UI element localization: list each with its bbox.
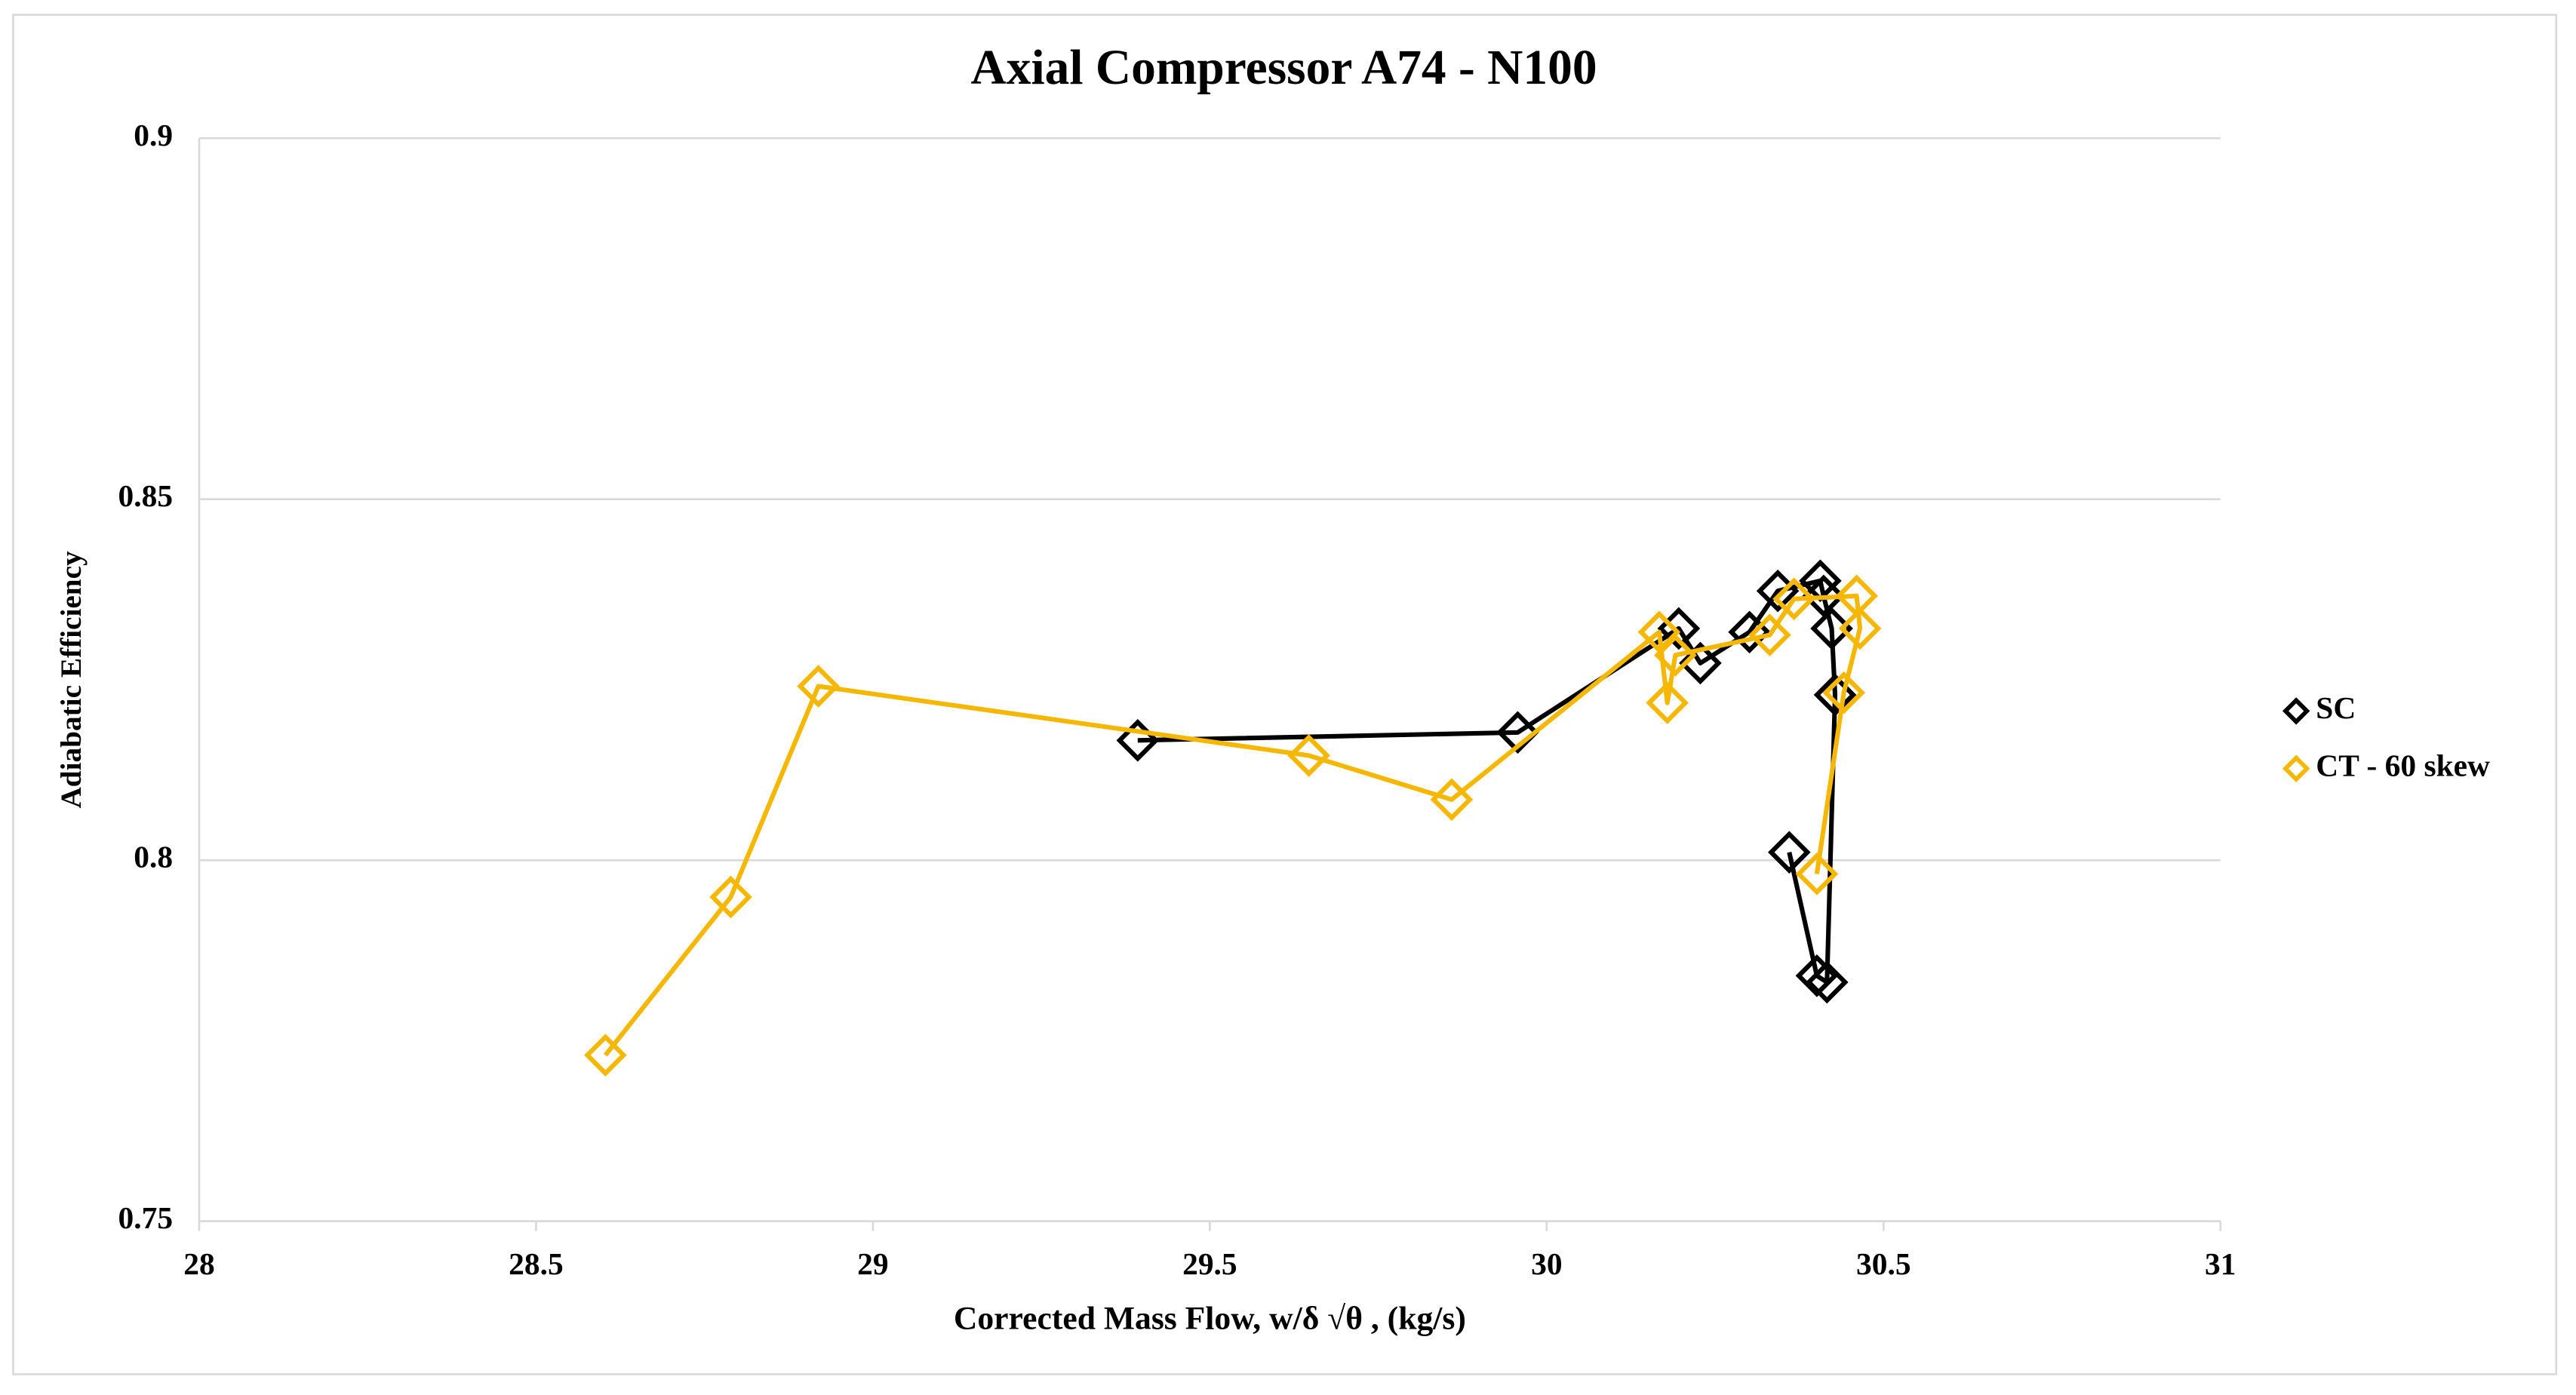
legend-label: SC — [2316, 690, 2356, 725]
legend-marker — [2282, 754, 2310, 782]
data-point — [1795, 853, 1839, 896]
legend-label: CT - 60 skew — [2316, 748, 2490, 782]
data-point — [1838, 607, 1882, 650]
data-point — [1795, 954, 1839, 997]
y-tick-label: 0.75 — [118, 1200, 174, 1235]
data-point — [1802, 574, 1846, 618]
data-point — [1772, 577, 1815, 621]
chart-border — [12, 14, 2558, 1375]
x-tick-label: 28.5 — [509, 1246, 564, 1281]
series-line — [604, 593, 1863, 1057]
y-tick-label: 0.9 — [134, 118, 173, 152]
data-point — [1810, 607, 1853, 650]
x-tick-label: 30.5 — [1856, 1246, 1911, 1281]
data-point — [1646, 681, 1689, 724]
x-tick-label: 29.5 — [1182, 1246, 1237, 1281]
data-point — [1430, 778, 1474, 822]
data-point — [1496, 711, 1539, 754]
data-point — [1748, 613, 1791, 656]
y-tick-label: 0.85 — [118, 478, 174, 513]
legend-marker — [2282, 697, 2310, 725]
x-tick-label: 30 — [1531, 1246, 1562, 1281]
x-tick-label: 31 — [2205, 1246, 2236, 1281]
y-axis-label: Adiabatic Efficiency — [55, 551, 88, 809]
x-tick-label: 28 — [183, 1246, 214, 1281]
y-tick-label: 0.8 — [134, 840, 173, 874]
data-point — [797, 665, 840, 708]
data-point — [1287, 734, 1330, 777]
data-point — [1806, 960, 1849, 1004]
x-tick-label: 29 — [857, 1246, 888, 1281]
data-point — [709, 875, 752, 919]
data-point — [584, 1034, 627, 1077]
data-point — [1654, 634, 1697, 677]
x-axis-label: Corrected Mass Flow, w/δ √θ , (kg/s) — [954, 1301, 1466, 1337]
data-point — [1768, 831, 1811, 874]
data-point — [1822, 671, 1865, 714]
data-point — [1679, 641, 1722, 685]
chart-title: Axial Compressor A74 - N100 — [970, 41, 1597, 95]
